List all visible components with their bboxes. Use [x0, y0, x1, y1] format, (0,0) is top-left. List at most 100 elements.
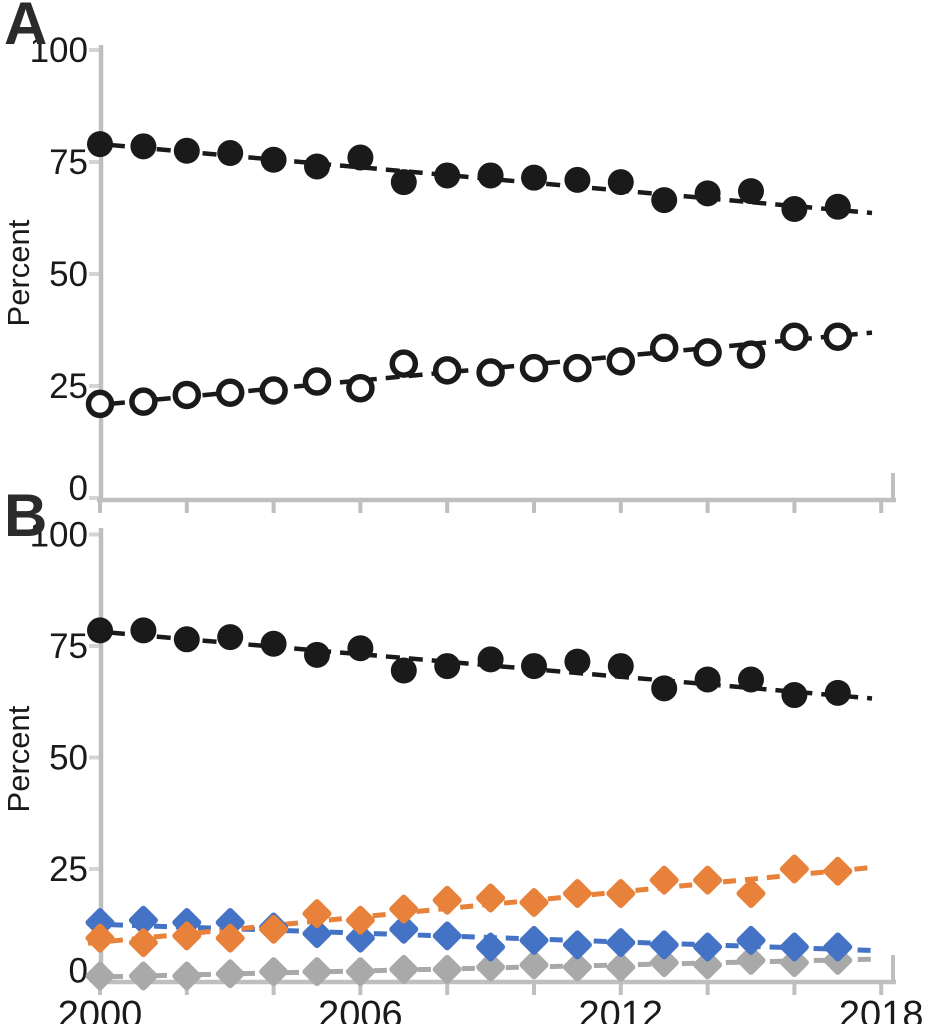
- y-tick-label-b: 25: [49, 850, 88, 889]
- data-point-filled-circles-a: [173, 137, 200, 164]
- data-point-orange-diamonds-b: [85, 923, 115, 953]
- data-point-open-circles-a: [215, 378, 245, 407]
- data-point-orange-diamonds-b: [345, 905, 375, 935]
- y-tick-label-a: 100: [30, 31, 88, 70]
- data-point-orange-diamonds-b: [389, 894, 419, 924]
- y-tick-label-b: 0: [69, 952, 88, 991]
- data-point-orange-diamonds-b: [215, 923, 245, 953]
- data-point-gray-diamonds-b: [649, 948, 679, 978]
- y-tick-label-a: 0: [69, 469, 88, 508]
- data-point-open-circles-a: [563, 353, 592, 383]
- data-point-filled-circles-a: [824, 193, 851, 220]
- data-point-filled-circles-a: [651, 187, 678, 214]
- data-point-filled-circles-a: [521, 164, 547, 191]
- data-point-open-circles-a: [302, 367, 332, 396]
- y-tick-label-a: 25: [49, 367, 88, 406]
- x-tick-label-b: 2000: [58, 994, 143, 1024]
- data-point-orange-diamonds-b: [259, 914, 289, 944]
- data-point-filled-circles-b: [217, 624, 244, 651]
- x-tick-label-b: 2012: [579, 994, 664, 1024]
- data-point-blue-diamonds-b: [389, 914, 419, 944]
- data-point-open-circles-a: [780, 322, 809, 351]
- data-point-filled-circles-b: [434, 653, 461, 680]
- data-point-open-circles-a: [736, 340, 766, 369]
- data-point-filled-circles-a: [477, 162, 504, 189]
- y-tick-label-b: 75: [49, 627, 88, 666]
- data-point-filled-circles-b: [87, 617, 113, 644]
- data-point-open-circles-a: [346, 373, 375, 403]
- data-point-filled-circles-a: [304, 153, 330, 180]
- data-point-open-circles-a: [693, 338, 722, 367]
- data-point-open-circles-a: [259, 376, 288, 405]
- data-point-gray-diamonds-b: [259, 957, 289, 987]
- data-point-filled-circles-a: [694, 180, 721, 207]
- data-point-filled-circles-a: [564, 166, 591, 193]
- data-point-gray-diamonds-b: [562, 952, 592, 982]
- data-point-filled-circles-b: [738, 666, 764, 693]
- data-point-gray-diamonds-b: [85, 961, 115, 991]
- data-point-filled-circles-b: [651, 675, 678, 702]
- data-point-filled-circles-a: [87, 131, 113, 158]
- data-point-gray-diamonds-b: [519, 950, 549, 980]
- data-point-blue-diamonds-b: [823, 932, 853, 962]
- data-point-filled-circles-b: [477, 646, 504, 673]
- data-point-filled-circles-a: [130, 133, 157, 160]
- data-point-filled-circles-a: [781, 196, 808, 223]
- data-point-open-circles-a: [649, 333, 679, 363]
- data-point-orange-diamonds-b: [476, 883, 506, 913]
- data-point-open-circles-a: [172, 380, 202, 410]
- data-point-filled-circles-b: [607, 653, 634, 680]
- data-point-orange-diamonds-b: [172, 921, 202, 951]
- data-point-open-circles-a: [823, 322, 853, 351]
- x-tick-label-b: 2018: [839, 994, 924, 1024]
- data-point-open-circles-a: [519, 353, 549, 383]
- data-point-orange-diamonds-b: [519, 887, 549, 917]
- data-point-filled-circles-b: [130, 617, 157, 644]
- data-point-filled-circles-a: [434, 162, 461, 189]
- y-tick-label-a: 75: [49, 143, 88, 182]
- data-point-gray-diamonds-b: [432, 954, 462, 984]
- data-point-gray-diamonds-b: [476, 952, 506, 982]
- data-point-blue-diamonds-b: [302, 919, 332, 949]
- data-point-open-circles-a: [432, 356, 462, 385]
- data-point-orange-diamonds-b: [649, 865, 679, 895]
- data-point-blue-diamonds-b: [476, 932, 506, 962]
- data-point-orange-diamonds-b: [302, 899, 332, 929]
- data-point-blue-diamonds-b: [432, 921, 462, 951]
- data-point-gray-diamonds-b: [389, 954, 419, 984]
- data-point-open-circles-a: [85, 389, 115, 419]
- y-tick-label-b: 50: [49, 739, 88, 778]
- data-point-gray-diamonds-b: [693, 950, 723, 980]
- data-point-filled-circles-a: [607, 169, 634, 196]
- y-tick-label-a: 50: [49, 255, 88, 294]
- data-point-gray-diamonds-b: [128, 961, 158, 991]
- data-point-filled-circles-b: [304, 641, 330, 668]
- data-point-filled-circles-b: [390, 657, 417, 684]
- data-point-orange-diamonds-b: [693, 865, 723, 895]
- data-point-gray-diamonds-b: [345, 957, 375, 987]
- data-point-blue-diamonds-b: [736, 925, 766, 955]
- y-axis-title-panel-b: Percent: [0, 705, 36, 813]
- x-tick-label-b: 2006: [318, 994, 403, 1024]
- data-point-orange-diamonds-b: [128, 928, 158, 958]
- data-point-orange-diamonds-b: [606, 879, 636, 909]
- data-point-blue-diamonds-b: [562, 930, 592, 960]
- data-point-filled-circles-b: [347, 635, 374, 662]
- data-point-blue-diamonds-b: [693, 932, 723, 962]
- data-point-open-circles-a: [389, 349, 419, 378]
- data-point-filled-circles-a: [390, 169, 417, 196]
- y-tick-label-b: 100: [30, 516, 88, 555]
- data-point-filled-circles-a: [738, 178, 764, 205]
- data-point-orange-diamonds-b: [562, 879, 592, 909]
- data-point-gray-diamonds-b: [736, 945, 766, 975]
- data-point-blue-diamonds-b: [606, 928, 636, 958]
- data-point-filled-circles-b: [781, 682, 808, 709]
- data-point-gray-diamonds-b: [302, 957, 332, 987]
- data-point-filled-circles-b: [173, 626, 200, 653]
- data-point-blue-diamonds-b: [345, 923, 375, 953]
- data-point-filled-circles-b: [694, 666, 721, 693]
- data-point-filled-circles-a: [217, 140, 244, 167]
- data-point-blue-diamonds-b: [519, 925, 549, 955]
- data-point-blue-diamonds-b: [649, 930, 679, 960]
